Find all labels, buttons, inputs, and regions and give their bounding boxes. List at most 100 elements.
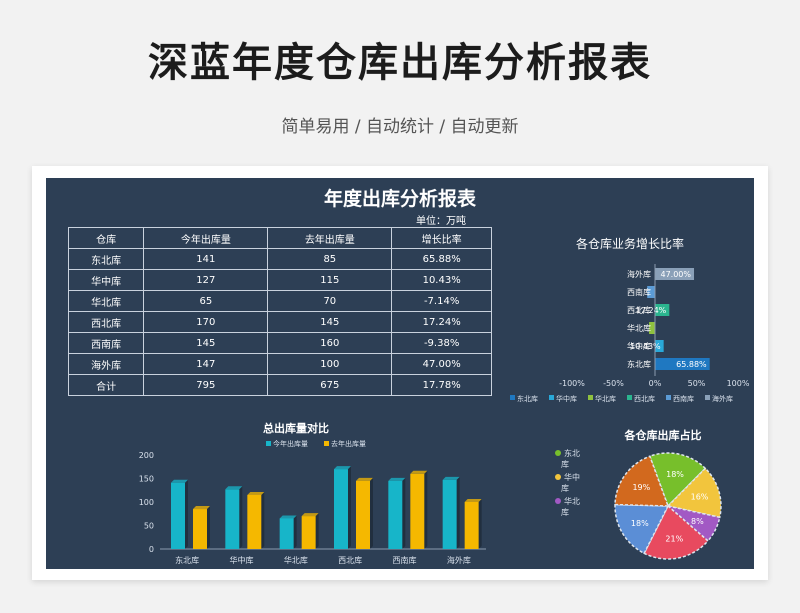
legend-swatch <box>324 441 329 446</box>
last-year-bar <box>410 473 425 549</box>
legend-swatch <box>555 450 561 456</box>
bar-top-face <box>279 515 297 519</box>
bar-side-face <box>370 477 373 549</box>
slice-label: 19% <box>632 483 650 492</box>
table-cell: 115 <box>267 269 393 291</box>
legend-swatch <box>627 395 632 400</box>
legend-label: 华中 <box>564 472 580 482</box>
table-cell: 65 <box>143 290 269 312</box>
bar-side-face <box>185 479 188 549</box>
bar-side-face <box>239 486 243 549</box>
bar-side-face <box>456 476 460 549</box>
table-cell: -7.14% <box>391 290 492 312</box>
category-label: 华中库 <box>627 341 651 351</box>
table-cell: 170 <box>143 311 269 333</box>
table-row: 西北库 170 145 17.24% <box>67 311 492 333</box>
last-year-bar <box>464 502 479 549</box>
table-cell: 17.24% <box>391 311 492 333</box>
table-cell: 17.78% <box>391 374 492 396</box>
bar-side-face <box>293 515 297 549</box>
table-total-row: 合计 795 675 17.78% <box>67 374 492 396</box>
x-tick-label: 华北库 <box>284 555 308 565</box>
page-subtitle: 简单易用 / 自动统计 / 自动更新 <box>281 117 519 137</box>
tick-label: 0% <box>649 379 662 388</box>
y-tick-label: 0 <box>149 545 154 554</box>
chart-title: 各仓库业务增长比率 <box>576 236 684 251</box>
y-tick-label: 100 <box>139 498 154 507</box>
bar-top-face <box>334 466 351 470</box>
bar-side-face <box>478 499 482 549</box>
last-year-bar <box>356 480 370 549</box>
table-cell: 70 <box>267 290 393 312</box>
last-year-bar <box>301 516 316 549</box>
table-header-cell: 去年出库量 <box>267 227 393 249</box>
legend-swatch <box>555 498 561 504</box>
this-year-bar <box>334 469 348 549</box>
chart-title: 各仓库出库占比 <box>624 428 702 442</box>
table-row: 海外库 147 100 47.00% <box>67 353 492 375</box>
legend-swatch <box>510 395 515 400</box>
growth-bar <box>655 268 695 280</box>
bar-side-face <box>261 491 265 549</box>
category-label: 西南库 <box>627 287 651 297</box>
table-cell: 华中库 <box>67 269 145 291</box>
data-label: 47.00% <box>660 270 691 279</box>
legend-swatch <box>588 395 593 400</box>
slice-label: 18% <box>666 470 684 479</box>
pie-slice <box>614 455 670 507</box>
legend-swatch <box>266 441 271 446</box>
table-cell: 47.00% <box>391 353 492 375</box>
slice-label: 21% <box>665 534 683 543</box>
table-cell: 145 <box>143 332 269 354</box>
table-cell: 65.88% <box>391 248 492 270</box>
y-tick-label: 150 <box>139 475 154 484</box>
table-cell: 160 <box>267 332 393 354</box>
table-cell: 795 <box>143 374 269 396</box>
chart-title: 总出库量对比 <box>263 421 329 435</box>
bar-side-face <box>207 506 210 549</box>
legend-swatch <box>666 395 671 400</box>
table-row: 华北库 65 70 -7.14% <box>67 290 492 312</box>
x-tick-label: 华中库 <box>230 555 254 565</box>
pie-slice <box>667 505 721 542</box>
legend-label: 华北库 <box>595 394 616 403</box>
tick-label: 100% <box>727 379 750 388</box>
legend-label-wrap: 库 <box>561 459 569 469</box>
pie-slice <box>643 504 709 560</box>
bar-top-face <box>388 477 406 481</box>
legend-label: 今年出库量 <box>273 439 308 448</box>
pie-slice <box>614 503 670 555</box>
growth-bar <box>647 286 655 298</box>
data-label: 65.88% <box>676 360 707 369</box>
slice-label: 8% <box>691 517 704 526</box>
tick-label: -100% <box>559 379 585 388</box>
table-cell: 85 <box>267 248 393 270</box>
legend-label: 华北 <box>564 496 580 506</box>
y-tick-label: 200 <box>139 451 154 460</box>
legend-label: 东北 <box>564 448 580 458</box>
this-year-bar <box>171 482 185 549</box>
table-header-cell: 仓库 <box>67 227 145 249</box>
table-header-cell: 今年出库量 <box>143 227 269 249</box>
bar-side-face <box>315 513 319 549</box>
category-label: 西北库 <box>627 305 651 315</box>
x-tick-label: 西南库 <box>393 555 417 565</box>
x-tick-label: 西北库 <box>338 555 362 565</box>
growth-bar <box>649 322 655 334</box>
table-cell: 127 <box>143 269 269 291</box>
category-label: 华北库 <box>627 323 651 333</box>
table-cell: -9.38% <box>391 332 492 354</box>
legend-label: 西北库 <box>634 394 655 403</box>
table-cell: 675 <box>267 374 393 396</box>
bar-top-face <box>225 486 243 490</box>
bar-side-face <box>402 477 406 549</box>
this-year-bar <box>225 489 240 549</box>
y-tick-label: 50 <box>144 522 154 531</box>
bar-top-face <box>171 479 188 483</box>
growth-bar <box>655 340 664 352</box>
table-header-cell: 增长比率 <box>391 227 492 249</box>
last-year-bar <box>247 494 262 549</box>
table-row: 华中库 127 115 10.43% <box>67 269 492 291</box>
